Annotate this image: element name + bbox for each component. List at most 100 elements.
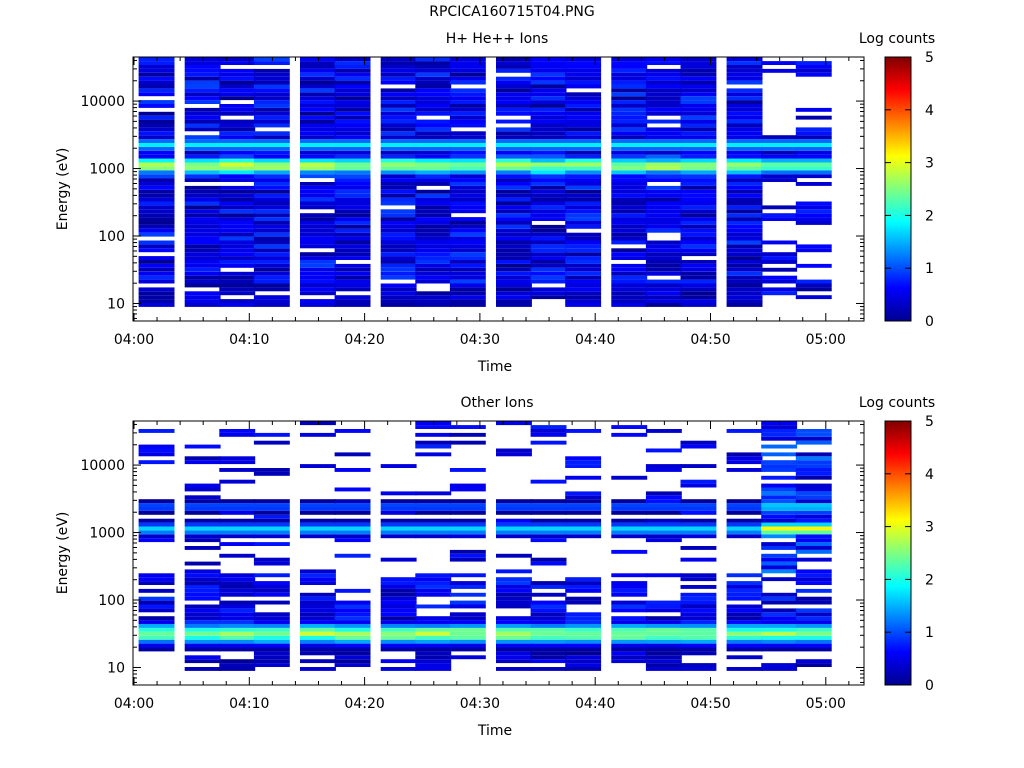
heatmap-cell: [184, 166, 221, 171]
colorbar: [884, 420, 912, 686]
heatmap-cell: [253, 68, 290, 73]
heatmap-cell: [449, 507, 486, 511]
heatmap-cell: [726, 510, 763, 515]
heatmap-cell: [253, 655, 290, 660]
heatmap-cell: [761, 154, 798, 159]
heatmap-cell: [726, 604, 763, 609]
heatmap-cell: [380, 61, 417, 65]
heatmap-cell: [415, 295, 452, 300]
heatmap-cell: [645, 185, 682, 190]
heatmap-cell: [415, 631, 452, 636]
heatmap-cell: [415, 667, 452, 671]
heatmap-cell: [253, 139, 290, 143]
heatmap-cell: [496, 240, 532, 245]
heatmap-cell: [380, 530, 417, 535]
heatmap-cell: [449, 440, 486, 445]
heatmap-cell: [138, 526, 175, 531]
heatmap-cell: [680, 267, 717, 272]
heatmap-cell: [565, 236, 602, 241]
heatmap-cell: [380, 127, 417, 132]
heatmap-cell: [645, 627, 682, 632]
heatmap-cell: [611, 170, 648, 175]
heatmap-cell: [645, 170, 682, 175]
heatmap-cell: [726, 530, 763, 535]
heatmap-cell: [334, 295, 371, 300]
heatmap-cell: [530, 135, 567, 140]
heatmap-cell: [565, 104, 602, 108]
heatmap-cell: [184, 174, 221, 179]
heatmap-cell: [380, 287, 417, 292]
heatmap-cell: [761, 444, 798, 449]
heatmap-cell: [449, 248, 486, 253]
heatmap-cell: [795, 107, 832, 112]
heatmap-cell: [795, 72, 832, 77]
heatmap-cell: [680, 143, 717, 147]
heatmap-cell: [496, 205, 532, 210]
heatmap-cell: [184, 581, 221, 585]
heatmap-cell: [496, 600, 532, 605]
heatmap-cell: [795, 436, 832, 441]
heatmap-cell: [565, 299, 602, 303]
heatmap-cell: [645, 624, 682, 628]
heatmap-cell: [334, 244, 371, 249]
heatmap-cell: [449, 518, 486, 523]
heatmap-cell: [415, 252, 452, 257]
heatmap-cell: [530, 228, 567, 233]
heatmap-cell: [726, 135, 763, 140]
heatmap-cell: [761, 158, 798, 163]
heatmap-cell: [726, 57, 763, 62]
heatmap-cell: [726, 213, 763, 218]
heatmap-cell: [795, 663, 832, 667]
heatmap-cell: [530, 123, 567, 128]
heatmap-cell: [380, 608, 417, 613]
heatmap-cell: [565, 221, 602, 225]
heatmap-cell: [138, 119, 175, 124]
colorbar-tick-label: 2: [925, 208, 934, 224]
heatmap-cell: [795, 283, 832, 288]
heatmap-cell: [496, 146, 532, 151]
heatmap-cell: [380, 104, 417, 108]
heatmap-cell: [415, 491, 452, 496]
heatmap-cell: [184, 483, 221, 488]
heatmap-cell: [415, 57, 452, 62]
heatmap-cell: [795, 483, 832, 488]
heatmap-cell: [680, 263, 717, 268]
heatmap-cell: [219, 178, 256, 182]
heatmap-cell: [795, 287, 832, 292]
heatmap-cell: [726, 131, 763, 136]
heatmap-cell: [611, 57, 648, 62]
heatmap-cell: [300, 612, 336, 617]
heatmap-cell: [253, 620, 290, 624]
heatmap-cell: [680, 596, 717, 601]
heatmap-cell: [184, 158, 221, 163]
heatmap-cell: [415, 189, 452, 194]
heatmap-cell: [253, 503, 290, 507]
heatmap-cell: [380, 228, 417, 233]
heatmap-cell: [680, 639, 717, 644]
heatmap-cell: [795, 158, 832, 163]
heatmap-cell: [530, 76, 567, 81]
heatmap-cell: [761, 530, 798, 535]
heatmap-cell: [449, 100, 486, 104]
heatmap-cell: [253, 279, 290, 284]
heatmap-cell: [726, 635, 763, 640]
heatmap-cell: [219, 612, 256, 617]
heatmap-cell: [726, 217, 763, 221]
heatmap-cell: [496, 279, 532, 284]
heatmap-cell: [300, 667, 336, 671]
heatmap-cell: [300, 224, 336, 229]
heatmap-cell: [334, 248, 371, 253]
heatmap-cell: [415, 146, 452, 151]
heatmap-cell: [334, 80, 371, 85]
colorbar-label: Log counts: [859, 395, 935, 411]
heatmap-cell: [496, 263, 532, 268]
heatmap-cell: [334, 487, 371, 492]
heatmap-cell: [449, 115, 486, 120]
heatmap-cell: [184, 655, 221, 660]
heatmap-cell: [761, 542, 798, 546]
heatmap-cell: [611, 639, 648, 644]
heatmap-cell: [253, 522, 290, 527]
heatmap-cell: [138, 503, 175, 507]
heatmap-cell: [680, 150, 717, 155]
